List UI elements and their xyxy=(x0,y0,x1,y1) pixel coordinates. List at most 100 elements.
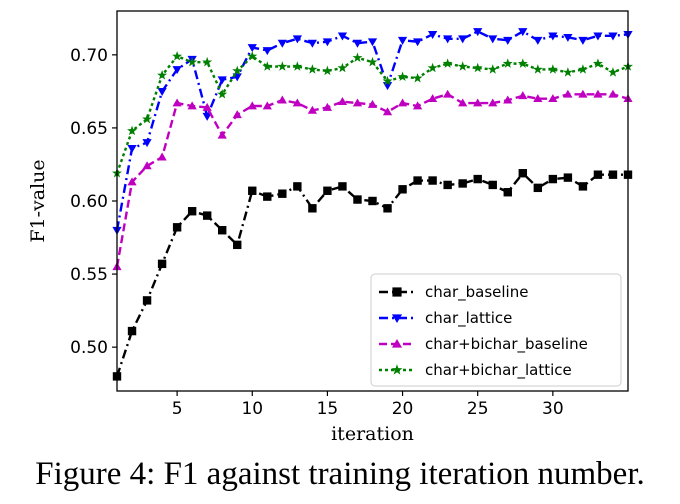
data-point xyxy=(382,107,393,116)
data-point xyxy=(563,173,573,182)
x-axis-label: iteration xyxy=(331,423,414,445)
data-point xyxy=(458,179,467,188)
data-point xyxy=(472,62,483,73)
series-char-bichar-lattice xyxy=(112,51,633,178)
x-axis-ticks: 5 10 15 20 25 30 xyxy=(172,391,564,419)
data-point xyxy=(142,139,152,148)
data-point xyxy=(277,95,287,104)
data-point xyxy=(578,36,588,45)
data-point xyxy=(473,28,483,37)
data-point xyxy=(427,31,438,40)
data-point xyxy=(202,211,212,220)
series-line xyxy=(115,55,629,174)
data-point xyxy=(488,180,497,190)
data-point xyxy=(247,101,257,110)
data-point xyxy=(382,75,393,86)
legend-label: char_lattice xyxy=(425,309,512,328)
data-point xyxy=(262,101,272,110)
legend-label: char_baseline xyxy=(425,283,528,302)
data-point xyxy=(337,32,348,41)
data-point xyxy=(292,35,302,44)
data-point xyxy=(172,98,182,107)
data-point xyxy=(157,259,167,269)
figure-caption: Figure 4: F1 against training iteration … xyxy=(35,456,645,492)
legend-item: char_lattice xyxy=(379,309,512,328)
y-tick-label: 0.70 xyxy=(70,46,108,66)
data-point xyxy=(292,61,303,71)
data-point xyxy=(443,180,452,190)
data-point xyxy=(458,98,468,107)
data-point xyxy=(172,51,183,61)
legend-box xyxy=(370,273,622,387)
y-axis-ticks: 0.50 0.55 0.60 0.65 0.70 xyxy=(70,46,117,358)
legend-item: char_baseline xyxy=(379,283,528,302)
data-point xyxy=(503,188,512,197)
data-point xyxy=(563,33,573,42)
data-point xyxy=(307,39,318,48)
data-point xyxy=(217,130,227,139)
data-point xyxy=(458,35,468,44)
data-point xyxy=(367,99,378,108)
data-point xyxy=(277,39,287,48)
data-point xyxy=(533,183,543,193)
data-point xyxy=(548,32,558,41)
data-point xyxy=(532,64,543,74)
data-point xyxy=(142,113,153,124)
data-point xyxy=(412,72,423,83)
y-tick-label: 0.65 xyxy=(70,119,108,139)
legend-item: char+bichar_lattice xyxy=(379,361,572,380)
data-point xyxy=(157,88,167,97)
data-point xyxy=(218,226,227,235)
data-point xyxy=(548,174,558,184)
data-point xyxy=(187,56,198,67)
data-point xyxy=(157,152,167,161)
y-axis-label: F1-value xyxy=(27,159,49,242)
x-tick-label: 30 xyxy=(542,399,564,419)
data-point xyxy=(293,182,302,191)
data-point xyxy=(248,186,257,195)
x-tick-label: 25 xyxy=(467,399,489,419)
x-tick-label: 20 xyxy=(392,399,414,419)
legend-label: char+bichar_lattice xyxy=(425,361,572,380)
legend-swatch-marker xyxy=(392,287,402,297)
data-point xyxy=(473,98,483,107)
data-point xyxy=(307,64,318,74)
data-point xyxy=(352,98,363,107)
data-point xyxy=(413,176,422,185)
data-point xyxy=(172,66,182,75)
data-point xyxy=(563,89,573,98)
data-point xyxy=(443,35,453,44)
data-point xyxy=(578,182,588,191)
data-point xyxy=(322,65,333,76)
data-point xyxy=(322,38,333,47)
data-point xyxy=(593,89,603,98)
data-point xyxy=(277,61,288,71)
data-point xyxy=(397,71,408,82)
data-point xyxy=(322,102,333,111)
y-tick-label: 0.60 xyxy=(70,192,108,212)
legend-swatch-marker xyxy=(391,338,403,348)
data-point xyxy=(533,36,543,45)
x-tick-label: 15 xyxy=(317,399,339,419)
data-point xyxy=(202,56,213,67)
legend-swatch-marker xyxy=(391,364,403,375)
data-point xyxy=(368,196,377,206)
data-point xyxy=(412,38,423,47)
data-point xyxy=(412,101,423,110)
legend-swatch-marker xyxy=(391,314,403,324)
data-point xyxy=(157,70,168,80)
data-point xyxy=(172,223,182,232)
y-tick-label: 0.55 xyxy=(70,265,108,285)
data-point xyxy=(593,170,603,179)
data-point xyxy=(323,186,332,195)
data-point xyxy=(503,36,513,45)
data-point xyxy=(247,44,257,53)
data-point xyxy=(443,89,453,98)
data-point xyxy=(607,67,618,77)
data-point xyxy=(187,207,197,216)
data-point xyxy=(367,38,378,47)
data-point xyxy=(518,28,528,37)
data-point xyxy=(502,58,513,68)
data-point xyxy=(202,112,212,121)
data-point xyxy=(263,192,272,201)
